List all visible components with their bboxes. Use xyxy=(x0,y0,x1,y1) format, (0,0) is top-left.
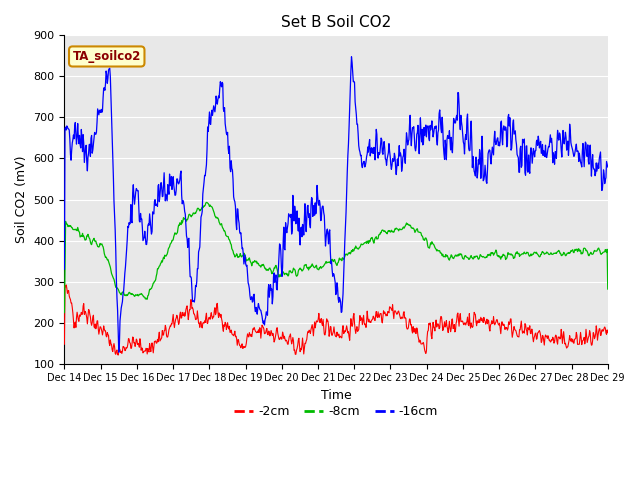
X-axis label: Time: Time xyxy=(321,389,351,402)
Title: Set B Soil CO2: Set B Soil CO2 xyxy=(281,15,391,30)
Text: TA_soilco2: TA_soilco2 xyxy=(72,50,141,63)
Y-axis label: Soil CO2 (mV): Soil CO2 (mV) xyxy=(15,156,28,243)
Legend: -2cm, -8cm, -16cm: -2cm, -8cm, -16cm xyxy=(229,400,443,423)
